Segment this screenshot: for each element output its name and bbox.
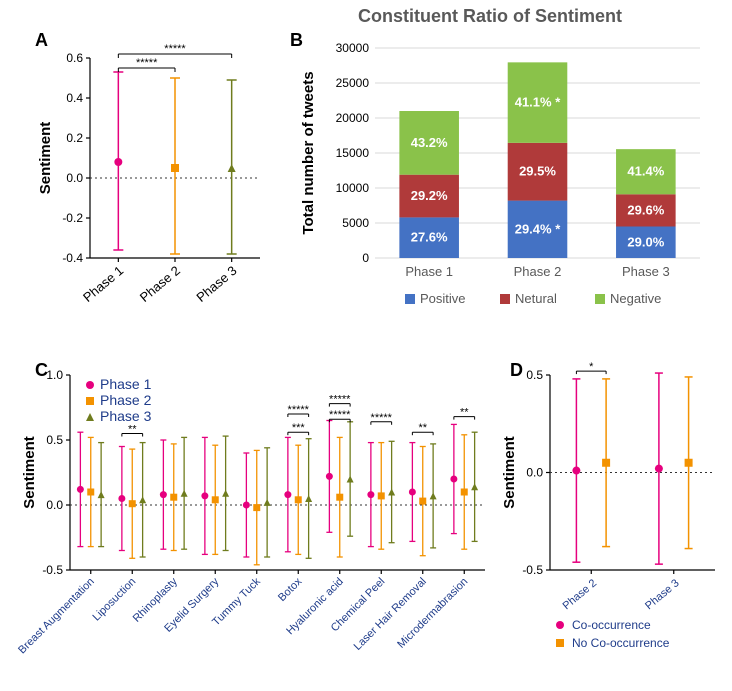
svg-text:0.0: 0.0 [66,171,83,185]
svg-text:0.4: 0.4 [66,91,83,105]
svg-text:1.0: 1.0 [46,368,63,382]
svg-text:*****: ***** [329,409,351,421]
svg-text:27.6%: 27.6% [411,230,448,245]
svg-text:*****: ***** [136,57,158,69]
svg-text:0: 0 [362,251,369,265]
svg-text:Sentiment: Sentiment [21,436,38,509]
svg-text:*****: ***** [371,412,393,424]
panel-D-chart: -0.5 0.0 0.5 Sentiment Phase 2 Phase 3 * Co-occ… [495,360,725,690]
svg-text:Microdermabrasion: Microdermabrasion [395,576,470,651]
svg-text:Phase 2: Phase 2 [514,264,562,279]
svg-text:**: ** [460,407,469,419]
svg-text:29.6%: 29.6% [627,202,664,217]
svg-text:Sentiment: Sentiment [37,122,54,195]
svg-text:30000: 30000 [336,41,370,55]
svg-text:Phase 1: Phase 1 [80,263,126,305]
svg-text:Phase 3: Phase 3 [622,264,670,279]
svg-text:29.5%: 29.5% [519,164,556,179]
svg-text:*: * [589,361,594,373]
svg-text:Phase 3: Phase 3 [643,577,682,612]
svg-text:Botox: Botox [276,575,305,604]
svg-text:*****: ***** [329,394,351,406]
svg-text:25000: 25000 [336,76,370,90]
panel-A-chart: -0.4 -0.2 0.0 0.2 0.4 0.6 Sentiment Phase 1 Phas… [30,28,280,328]
svg-text:0.2: 0.2 [66,131,83,145]
svg-text:Netural: Netural [515,291,557,306]
panel-C-chart: -0.5 0.0 0.5 1.0 Sentiment Breast Augmentatio… [15,360,495,690]
svg-text:29.2%: 29.2% [411,188,448,203]
svg-text:Phase 1: Phase 1 [100,376,152,392]
svg-text:29.0%: 29.0% [627,234,664,249]
svg-text:Co-occurrence: Co-occurrence [572,618,651,632]
svg-text:Breast Augmentation: Breast Augmentation [16,576,97,657]
svg-text:***: *** [292,422,306,434]
svg-text:Phase 2: Phase 2 [561,577,600,612]
svg-text:0.0: 0.0 [46,498,63,512]
svg-text:**: ** [128,424,137,436]
svg-text:*****: ***** [288,404,310,416]
svg-text:43.2%: 43.2% [411,135,448,150]
svg-text:0.5: 0.5 [46,433,63,447]
svg-text:0.6: 0.6 [66,51,83,65]
svg-text:Sentiment: Sentiment [501,436,518,509]
svg-text:41.4%: 41.4% [627,164,664,179]
svg-text:10000: 10000 [336,181,370,195]
svg-text:Positive: Positive [420,291,466,306]
svg-text:41.1% *: 41.1% * [515,95,561,110]
svg-text:Phase 2: Phase 2 [100,392,152,408]
svg-text:20000: 20000 [336,111,370,125]
svg-text:Phase 3: Phase 3 [100,408,152,424]
svg-text:0.5: 0.5 [526,368,543,382]
svg-text:Total number of tweets: Total number of tweets [300,71,317,234]
svg-text:29.4% *: 29.4% * [515,221,561,236]
panel-B-chart: 0 5000 10000 15000 20000 25000 30000 Total numb… [295,28,715,328]
svg-text:*****: ***** [164,43,186,55]
main-title: Constituent Ratio of Sentiment [290,6,690,27]
svg-text:0.0: 0.0 [526,466,543,480]
svg-text:-0.5: -0.5 [42,563,63,577]
svg-text:Laser Hair Removal: Laser Hair Removal [352,576,429,653]
svg-text:**: ** [418,422,427,434]
svg-text:No Co-occurrence: No Co-occurrence [572,636,670,650]
svg-text:Phase 3: Phase 3 [193,263,239,305]
svg-text:Phase 1: Phase 1 [405,264,453,279]
svg-text:5000: 5000 [342,216,369,230]
svg-text:-0.5: -0.5 [522,563,543,577]
svg-text:Phase 2: Phase 2 [137,263,183,305]
svg-text:Negative: Negative [610,291,661,306]
svg-text:15000: 15000 [336,146,370,160]
svg-text:-0.4: -0.4 [62,251,83,265]
svg-text:-0.2: -0.2 [62,211,83,225]
